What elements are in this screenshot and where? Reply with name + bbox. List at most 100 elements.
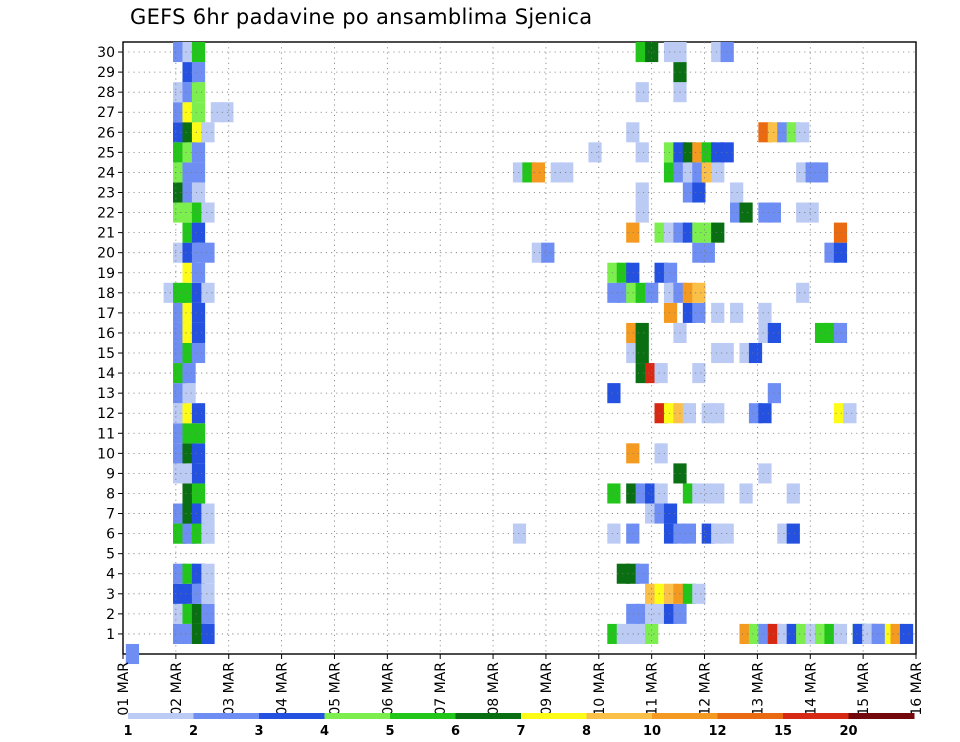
heatmap-cell <box>654 443 668 464</box>
heatmap-cell <box>645 42 659 63</box>
heatmap-cell <box>201 202 215 223</box>
legend-color-swatch <box>193 713 260 719</box>
heatmap-cell <box>201 282 215 303</box>
legend-level-label: 7 <box>516 724 525 739</box>
y-tick-label: 14 <box>97 366 115 382</box>
legend-level-label: 15 <box>774 724 792 739</box>
heatmap-cell <box>635 142 649 163</box>
heatmap-cell <box>635 322 649 343</box>
heatmap-cell <box>191 342 206 364</box>
heatmap-cell <box>739 202 753 223</box>
heatmap-cell <box>560 162 574 183</box>
heatmap-cell <box>814 162 829 183</box>
legend-level-label: 5 <box>385 724 394 739</box>
legend-level-label: 6 <box>451 724 460 739</box>
heatmap-cell <box>191 162 206 183</box>
heatmap-cell <box>201 583 215 604</box>
heatmap-cell <box>663 262 678 283</box>
x-tick-label: 03 MAR <box>222 662 238 716</box>
legend-level-label: 1 <box>123 724 132 739</box>
legend-level-label: 10 <box>643 724 661 739</box>
legend-level-label: 12 <box>708 724 726 739</box>
x-tick-label: 15 MAR <box>856 662 872 716</box>
x-tick-label: 08 MAR <box>486 662 502 716</box>
legend-color-swatch <box>455 713 522 719</box>
heatmap-cell <box>767 202 781 223</box>
legend-color-swatch <box>586 713 653 719</box>
x-tick-label: 04 MAR <box>275 662 291 716</box>
y-tick-label: 20 <box>97 246 115 262</box>
heatmap-cell <box>201 242 215 263</box>
legend-color-swatch <box>848 713 915 719</box>
heatmap-cell <box>748 342 763 364</box>
heatmap-cell <box>711 483 725 504</box>
heatmap-cell <box>833 322 848 343</box>
heatmap-cell <box>796 122 810 143</box>
heatmap-cell <box>711 403 725 424</box>
chart-title: GEFS 6hr padavine po ansamblima Sjenica <box>130 5 593 29</box>
x-tick-label: 05 MAR <box>327 662 343 716</box>
heatmap-cell <box>786 523 800 544</box>
heatmap-cell <box>692 583 706 604</box>
heatmap-cell <box>758 463 772 484</box>
y-tick-label: 24 <box>97 165 115 181</box>
y-tick-label: 13 <box>97 386 115 402</box>
heatmap-cell <box>635 342 649 364</box>
heatmap-cell <box>191 443 206 464</box>
heatmap-cell <box>191 262 206 283</box>
heatmap-cell <box>191 322 206 343</box>
y-axis-ticks: 1234567891011121314151617181920212223242… <box>97 45 123 643</box>
heatmap-cell <box>125 643 140 665</box>
legend-level-label: 20 <box>839 724 857 739</box>
heatmap-cell <box>191 102 206 123</box>
heatmap-cell <box>191 42 206 63</box>
heatmap-cell <box>191 222 206 243</box>
heatmap-cell <box>635 82 649 103</box>
heatmap-cell <box>635 182 649 203</box>
cells-layer <box>125 42 914 665</box>
y-tick-label: 1 <box>106 627 115 643</box>
heatmap-cell <box>182 383 196 404</box>
legend-color-swatch <box>324 713 391 719</box>
y-tick-label: 22 <box>97 206 115 222</box>
y-tick-label: 27 <box>97 105 115 121</box>
heatmap-cell <box>711 162 725 183</box>
x-tick-label: 06 MAR <box>380 662 396 716</box>
heatmap-cell <box>899 623 914 644</box>
heatmap-cell <box>191 463 206 484</box>
y-tick-label: 18 <box>97 286 115 302</box>
heatmap-cell <box>805 202 819 223</box>
x-tick-label: 10 MAR <box>592 662 608 716</box>
grid-layer <box>123 42 916 654</box>
x-tick-label: 11 MAR <box>645 662 661 716</box>
y-tick-label: 29 <box>97 65 115 81</box>
y-tick-label: 10 <box>97 446 115 462</box>
legend-level-label: 8 <box>582 724 591 739</box>
heatmap-cell <box>692 282 706 303</box>
heatmap-cell <box>607 483 621 504</box>
heatmap-cell <box>654 363 668 384</box>
heatmap-cell <box>191 403 206 424</box>
heatmap-cell <box>201 623 215 644</box>
heatmap-cell <box>786 483 800 504</box>
x-tick-label: 09 MAR <box>539 662 555 716</box>
y-tick-label: 15 <box>97 346 115 362</box>
heatmap-cell <box>191 182 206 203</box>
heatmap-cell <box>645 282 659 303</box>
heatmap-cell <box>833 242 848 263</box>
x-tick-label: 12 MAR <box>698 662 714 716</box>
y-tick-label: 3 <box>106 587 115 603</box>
heatmap-cell <box>767 383 781 404</box>
heatmap-cell <box>191 483 206 504</box>
heatmap-cell <box>191 82 206 103</box>
y-tick-label: 28 <box>97 85 115 101</box>
x-tick-label: 13 MAR <box>750 662 766 716</box>
heatmap-cell <box>682 403 697 424</box>
y-tick-label: 5 <box>106 547 115 563</box>
y-tick-label: 12 <box>97 406 115 422</box>
heatmap-cell <box>701 242 715 263</box>
heatmap-cell <box>758 403 772 424</box>
x-tick-label: 14 MAR <box>803 662 819 716</box>
legend-level-label: 2 <box>189 724 198 739</box>
heatmap-cell <box>663 503 678 524</box>
